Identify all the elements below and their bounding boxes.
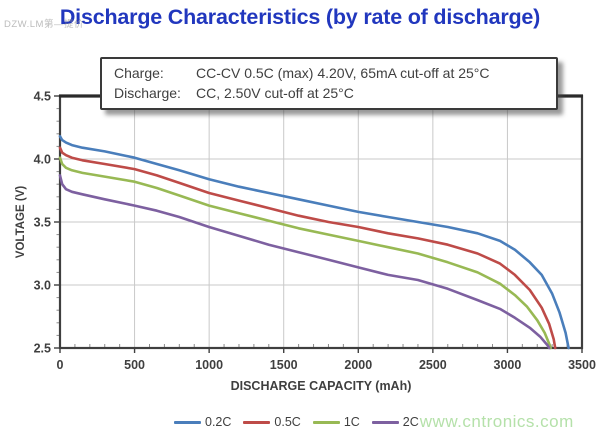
discharge-condition-label: Discharge: [114,85,181,101]
y-tick-label: 3.5 [34,216,51,230]
x-tick-label: 3000 [494,358,522,372]
y-axis-label: VOLTAGE (V) [15,186,27,259]
legend-label-2c: 2C [402,415,419,429]
legend-item-1c: 1C [312,415,360,429]
y-tick-label: 3.0 [34,279,51,293]
legend-line-2c-icon [371,420,399,424]
legend-label-0.2c: 0.2C [205,415,232,429]
x-tick-label: 1500 [270,358,298,372]
curve-1c [58,156,552,350]
legend-line-1c-icon [312,420,340,424]
discharge-condition-value: CC, 2.50V cut-off at 25°C [196,85,354,101]
x-tick-label: 2500 [419,358,447,372]
chart-legend: 0.2C 0.5C 1C 2C www.cntronics.com [174,412,574,432]
x-tick-label: 2000 [344,358,372,372]
curve-0.2c [58,135,570,350]
x-tick-label: 3500 [568,358,596,372]
legend-label-0.5c: 0.5C [274,415,301,429]
y-tick-label: 4.0 [34,153,51,167]
legend-line-0.5c-icon [243,420,271,424]
charge-condition-label: Charge: [114,65,164,81]
legend-item-0.2c: 0.2C [174,415,231,429]
legend-item-0.5c: 0.5C [243,415,301,429]
site-watermark: www.cntronics.com [419,412,574,431]
x-tick-label: 0 [57,358,64,372]
x-axis-label: DISCHARGE CAPACITY (mAh) [231,379,412,393]
legend-label-1c: 1C [343,415,360,429]
legend-item-2c: 2C [371,415,419,429]
charge-condition-value: CC-CV 0.5C (max) 4.20V, 65mA cut-off at … [196,65,490,81]
x-tick-label: 1000 [195,358,223,372]
page-title: Discharge Characteristics (by rate of di… [59,5,541,29]
legend-line-0.2c-icon [174,420,201,424]
test-conditions-note: Charge: CC-CV 0.5C (max) 4.20V, 65mA cut… [100,57,558,110]
curve-0.5c [58,146,557,350]
corner-watermark: DZW.LM第—提价 [4,19,84,30]
x-tick-label: 500 [124,358,145,372]
curve-2c [58,174,551,350]
y-tick-label: 4.5 [34,90,51,104]
y-tick-label: 2.5 [34,342,51,356]
